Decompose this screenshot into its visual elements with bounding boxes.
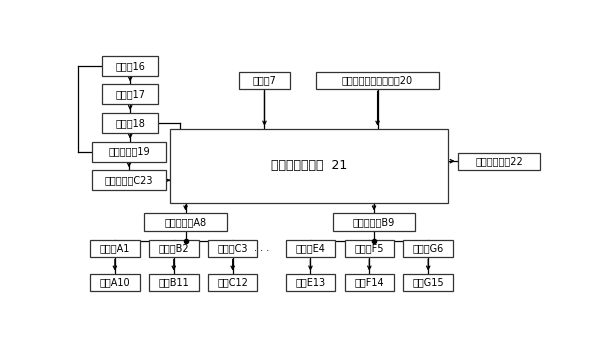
Text: 电磁阀A1: 电磁阀A1 — [100, 244, 130, 254]
Text: 喷头A10: 喷头A10 — [100, 277, 130, 287]
Bar — [316, 72, 439, 89]
Text: 变量喷施控制器  21: 变量喷施控制器 21 — [271, 159, 347, 172]
Text: 喷雾机行驶速度传感器20: 喷雾机行驶速度传感器20 — [342, 75, 413, 85]
Bar — [333, 213, 415, 231]
Text: 药液箱16: 药液箱16 — [116, 61, 145, 71]
Bar — [404, 273, 453, 291]
Bar — [90, 240, 140, 257]
Text: 电磁阀E4: 电磁阀E4 — [295, 244, 325, 254]
Bar — [144, 213, 227, 231]
Bar — [149, 240, 198, 257]
Text: . . .: . . . — [255, 244, 270, 254]
Bar — [149, 273, 198, 291]
Text: 喷头C12: 喷头C12 — [217, 277, 248, 287]
Text: 流量传感器C23: 流量传感器C23 — [105, 175, 153, 185]
Text: 喷头G15: 喷头G15 — [412, 277, 444, 287]
Bar — [286, 273, 335, 291]
Text: 流量传感器B9: 流量传感器B9 — [353, 217, 395, 227]
Bar — [404, 240, 453, 257]
Text: 电磁阀G6: 电磁阀G6 — [413, 244, 444, 254]
Bar — [102, 56, 159, 76]
Bar — [92, 142, 165, 162]
Text: 上位机7: 上位机7 — [252, 75, 277, 85]
Text: 过滤器17: 过滤器17 — [115, 89, 145, 99]
Text: 键盘及显示屏22: 键盘及显示屏22 — [475, 156, 523, 166]
Bar — [90, 273, 140, 291]
Bar — [208, 240, 257, 257]
Bar — [170, 129, 448, 203]
Text: 流量传感器A8: 流量传感器A8 — [165, 217, 207, 227]
Bar — [208, 273, 257, 291]
Bar — [345, 240, 394, 257]
Text: 电磁阀B2: 电磁阀B2 — [159, 244, 189, 254]
Text: 喷头B11: 喷头B11 — [159, 277, 189, 287]
Text: 比例溢流阀19: 比例溢流阀19 — [108, 147, 150, 157]
Bar — [286, 240, 335, 257]
Text: 喷头E13: 喷头E13 — [295, 277, 325, 287]
Bar — [458, 152, 540, 170]
Text: 隔膜泵18: 隔膜泵18 — [116, 118, 145, 128]
Bar — [102, 113, 159, 133]
Text: 喷头F14: 喷头F14 — [354, 277, 384, 287]
Bar — [92, 170, 165, 190]
Bar — [345, 273, 394, 291]
Bar — [102, 85, 159, 104]
Text: 电磁阀C3: 电磁阀C3 — [218, 244, 248, 254]
Text: 电磁阀F5: 电磁阀F5 — [354, 244, 384, 254]
Bar — [238, 72, 291, 89]
